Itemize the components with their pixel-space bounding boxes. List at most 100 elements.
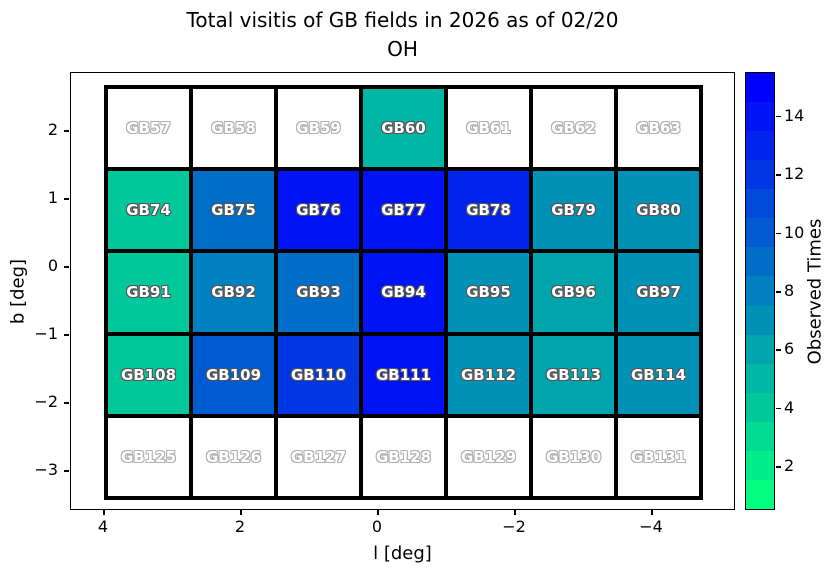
field-cell-label: GB125 [120,447,177,466]
field-cell-label: GB77 [381,201,426,220]
colorbar-tick-label: 8 [784,281,795,300]
colorbar-tick-mark [776,407,781,410]
field-cell-gb108: GB108 [106,333,191,416]
field-cell-label: GB92 [211,283,256,302]
field-cell-gb74: GB74 [106,169,191,252]
colorbar-tick-label: 10 [784,222,805,242]
colorbar-tick-label: 6 [784,339,795,359]
field-cell-gb125: GB125 [106,415,191,498]
field-cell-label: GB94 [381,283,426,302]
y-tick-label: 1 [47,188,58,207]
y-axis-label: b [deg] [7,258,29,325]
field-cell-label: GB127 [290,447,347,466]
field-cell-gb62: GB62 [531,87,616,170]
y-tick-mark [64,334,69,336]
field-cell-gb61: GB61 [446,87,531,170]
colorbar-segment [746,189,774,219]
field-cell-gb95: GB95 [446,251,531,334]
field-cell-label: GB62 [551,119,596,138]
x-tick-mark [514,510,516,515]
colorbar-tick-mark [776,349,781,351]
field-cell-gb127: GB127 [276,415,361,498]
field-cell-label: GB128 [375,447,432,466]
field-cell-label: GB126 [205,447,262,466]
field-cell-gb58: GB58 [191,87,276,170]
colorbar-tick-label: 14 [784,105,805,125]
colorbar-segment [746,131,774,161]
field-cell-gb80: GB80 [616,169,701,252]
field-cell-label: GB76 [296,201,341,220]
field-cell-gb57: GB57 [106,87,191,170]
field-cell-label: GB95 [466,283,511,302]
field-cell-label: GB113 [545,365,602,384]
colorbar-segment [746,73,774,103]
colorbar-segment [746,363,774,393]
field-cell-label: GB112 [460,365,517,384]
field-cell-gb60: GB60 [361,87,446,170]
y-tick-mark [64,130,69,132]
colorbar-segment [746,450,774,480]
colorbar-label: Observed Times [804,218,826,365]
field-cell-label: GB129 [460,447,517,466]
field-cell-label: GB109 [205,365,262,384]
field-grid: GB57 GB58 GB59 GB60 GB61 GB62 GB63 GB74 GB75 GB76… [104,85,703,500]
field-cell-label: GB108 [120,365,177,384]
field-cell-gb112: GB112 [446,333,531,416]
field-cell-gb76: GB76 [276,169,361,252]
field-cell-gb114: GB114 [616,333,701,416]
colorbar-segment [746,102,774,132]
x-tick-mark [103,510,105,515]
colorbar-tick-label: 4 [784,397,795,417]
x-tick-label: −2 [502,517,526,536]
field-cell-label: GB79 [551,201,596,220]
field-cell-label: GB63 [636,119,681,138]
field-cell-label: GB91 [126,283,171,302]
field-cell-label: GB58 [211,119,256,138]
field-cell-label: GB114 [630,365,687,384]
field-cell-label: GB59 [296,119,341,138]
y-tick-mark [64,198,69,200]
x-tick-label: 4 [97,517,109,536]
colorbar-segment [746,421,774,451]
colorbar-segment [746,479,774,509]
field-cell-label: GB78 [466,201,511,220]
field-cell-label: GB57 [126,119,171,138]
x-tick-label: 2 [234,517,246,536]
field-cell-gb109: GB109 [191,333,276,416]
field-cell-gb59: GB59 [276,87,361,170]
colorbar-segment [746,392,774,422]
field-cell-gb79: GB79 [531,169,616,252]
x-tick-label: −4 [639,517,663,536]
field-cell-gb130: GB130 [531,415,616,498]
y-tick-mark [64,470,69,472]
field-cell-label: GB60 [381,119,426,138]
y-tick-mark [64,266,69,268]
colorbar-tick-mark [776,115,781,118]
colorbar-tick-label: 2 [784,456,795,476]
colorbar-segment [746,276,774,306]
field-cell-label: GB75 [211,201,256,220]
field-cell-gb92: GB92 [191,251,276,334]
field-cell-gb113: GB113 [531,333,616,416]
field-cell-gb94: GB94 [361,251,446,334]
field-cell-gb93: GB93 [276,251,361,334]
x-axis-label: l [deg] [373,543,432,564]
y-tick-label: 0 [47,256,58,275]
field-cell-gb110: GB110 [276,333,361,416]
y-tick-mark [64,402,69,404]
field-cell-gb75: GB75 [191,169,276,252]
field-cell-gb96: GB96 [531,251,616,334]
field-cell-label: GB97 [636,283,681,302]
field-cell-gb77: GB77 [361,169,446,252]
y-tick-label: −2 [34,392,58,411]
colorbar-tick-mark [776,232,781,235]
colorbar-tick-label: 12 [784,164,805,184]
y-tick-label: −1 [34,324,58,343]
colorbar-segment [746,247,774,277]
field-cell-gb128: GB128 [361,415,446,498]
field-cell-label: GB96 [551,283,596,302]
field-cell-label: GB74 [126,201,171,220]
x-tick-mark [651,510,653,515]
field-cell-gb126: GB126 [191,415,276,498]
